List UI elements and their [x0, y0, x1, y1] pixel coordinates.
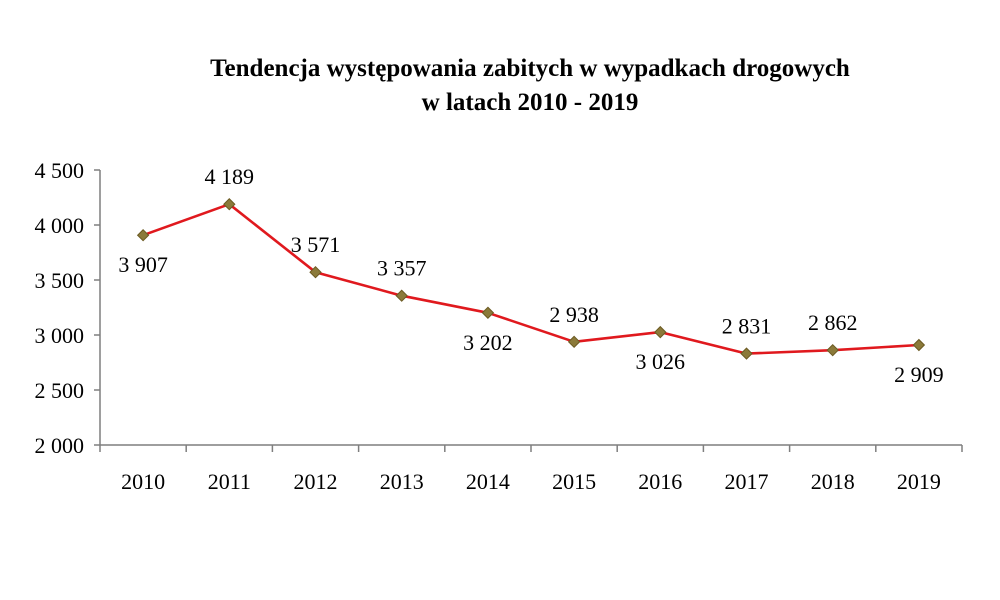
data-label: 2 909: [894, 362, 944, 387]
chart-title: Tendencja występowania zabitych w wypadk…: [0, 52, 1000, 120]
x-tick-label: 2018: [811, 469, 855, 494]
x-tick-label: 2013: [380, 469, 424, 494]
data-point-marker: [481, 306, 495, 319]
x-tick-label: 2012: [294, 469, 338, 494]
data-label: 3 202: [463, 330, 513, 355]
x-tick-label: 2011: [208, 469, 251, 494]
data-point-marker: [912, 338, 926, 352]
data-label: 2 862: [808, 310, 858, 335]
data-point-marker: [826, 343, 839, 357]
chart-title-line-1: Tendencja występowania zabitych w wypadk…: [210, 55, 850, 82]
data-point-marker: [740, 347, 753, 360]
data-label: 3 357: [377, 256, 427, 281]
data-point-marker: [309, 265, 322, 279]
x-tick-label: 2016: [638, 469, 682, 494]
x-tick-label: 2010: [121, 469, 165, 494]
y-tick-label: 3 500: [35, 268, 85, 293]
data-point-marker: [567, 335, 581, 349]
axes: 2 000 2 500 3 000 3 500 4 000 4 500 2010 2011 20…: [35, 158, 963, 494]
data-point-marker: [654, 325, 667, 339]
y-tick-label: 2 000: [35, 433, 85, 458]
data-labels: 3 907 4 189 3 571 3 357 3 202 2 938 3 026 2 831…: [118, 164, 943, 387]
x-tick-label: 2015: [552, 469, 596, 494]
data-point-marker: [223, 198, 236, 211]
chart-title-line-2: w latach 2010 - 2019: [421, 89, 639, 116]
y-tick-label: 4 500: [35, 158, 85, 183]
y-tick-label: 3 000: [35, 323, 85, 348]
data-label: 2 938: [549, 302, 599, 327]
data-point-marker: [136, 229, 150, 242]
series-line: [142, 202, 919, 355]
data-label: 3 026: [636, 349, 686, 374]
y-tick-label: 2 500: [35, 378, 85, 403]
data-point-marker: [395, 289, 408, 302]
x-tick-label: 2014: [466, 469, 510, 494]
data-label: 4 189: [205, 164, 255, 189]
data-label: 3 571: [291, 232, 341, 257]
data-label: 2 831: [722, 314, 772, 339]
data-label: 3 907: [118, 252, 168, 277]
series-road-deaths: [136, 198, 926, 360]
y-tick-label: 4 000: [35, 213, 85, 238]
x-tick-label: 2017: [725, 469, 769, 494]
x-tick-label: 2019: [897, 469, 941, 494]
